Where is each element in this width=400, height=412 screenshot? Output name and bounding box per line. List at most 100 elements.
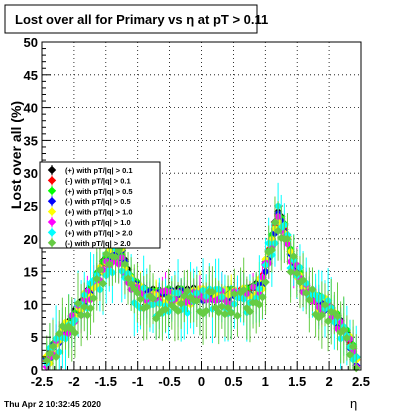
legend: (+) with pT/|q| > 0.1(-) with pT/|q| > 0… <box>39 161 161 249</box>
y-tick-label: 45 <box>24 68 38 83</box>
data-point <box>42 356 51 365</box>
legend-entry: (-) with pT/|q| > 0.1 <box>65 176 131 185</box>
x-tick-label: -1.5 <box>95 374 117 389</box>
data-point <box>320 300 330 310</box>
data-point <box>267 245 277 255</box>
data-point <box>101 249 111 259</box>
data-point <box>348 342 358 351</box>
legend-marker <box>47 176 57 185</box>
y-tick-label: 20 <box>24 232 38 247</box>
legend-marker <box>47 228 57 237</box>
data-point <box>201 306 211 316</box>
legend-entry: (+) with pT/|q| > 2.0 <box>65 228 133 237</box>
data-point <box>45 349 55 358</box>
data-point <box>120 259 130 269</box>
data-point <box>192 296 202 306</box>
data-point <box>51 352 61 362</box>
data-point <box>123 274 133 283</box>
x-tick-label: -2 <box>68 374 80 389</box>
data-point <box>339 325 348 335</box>
y-tick-label: 35 <box>24 133 38 148</box>
data-point <box>114 246 123 255</box>
data-point <box>214 308 223 317</box>
data-point <box>217 302 227 311</box>
data-point <box>173 306 183 316</box>
x-tick-label: 2.5 <box>352 374 370 389</box>
timestamp: Thu Apr 2 10:32:45 2020 <box>4 399 101 409</box>
data-point <box>73 299 83 308</box>
data-point <box>148 294 158 303</box>
data-point <box>323 316 333 326</box>
data-point <box>308 285 317 294</box>
y-tick-label: 25 <box>24 199 38 214</box>
data-point <box>273 226 283 236</box>
legend-marker <box>47 165 57 175</box>
data-point <box>70 328 80 338</box>
legend-marker <box>47 197 57 206</box>
legend-marker <box>47 207 57 216</box>
data-point <box>142 302 151 312</box>
legend-box <box>39 161 161 249</box>
data-point <box>286 267 295 277</box>
data-point <box>95 265 105 275</box>
data-point <box>111 252 120 262</box>
legend-marker <box>47 217 57 227</box>
data-point <box>226 308 236 318</box>
data-point <box>80 302 89 312</box>
data-point <box>305 295 314 305</box>
data-point <box>230 289 239 299</box>
data-point <box>289 252 298 261</box>
data-point <box>258 292 267 302</box>
data-point <box>220 309 230 319</box>
data-point <box>176 299 186 308</box>
data-point <box>255 300 264 309</box>
y-axis-label: Lost over all (%) <box>8 101 24 209</box>
legend-entry: (+) with pT/|q| > 1.0 <box>65 208 133 217</box>
data-point <box>283 234 292 244</box>
legend-marker <box>47 186 57 195</box>
data-point <box>76 310 86 320</box>
legend-entry: (+) with pT/|q| > 0.5 <box>65 187 133 196</box>
x-tick-label: 2 <box>325 374 332 389</box>
x-tick-label: -0.5 <box>158 374 180 389</box>
y-tick-label: 0 <box>31 363 38 378</box>
chart-title: Lost over all for Primary vs η at pT > 0… <box>15 12 268 27</box>
data-point <box>183 308 192 318</box>
data-point <box>89 293 98 303</box>
legend-entry: (-) with pT/|q| > 1.0 <box>65 218 131 227</box>
y-tick-label: 50 <box>24 35 38 50</box>
tick-labels: -2.5 -2 -1.5 -1 -0.5 0 0.5 1 1.5 2 2.5 0 5 10 15 20 25 30… <box>24 35 371 389</box>
y-tick-label: 15 <box>24 265 38 280</box>
data-point <box>55 329 64 338</box>
data-point <box>298 276 308 285</box>
x-tick-label: 1.5 <box>288 374 306 389</box>
data-point <box>245 307 255 316</box>
y-tick-label: 10 <box>24 297 38 312</box>
data-point <box>92 274 101 284</box>
data-point <box>261 277 270 287</box>
data-point <box>136 295 145 304</box>
data-point <box>133 288 142 297</box>
legend-entry: (-) with pT/|q| > 2.0 <box>65 239 131 248</box>
data-point <box>317 310 327 320</box>
legend-entry: (+) with pT/|q| > 0.1 <box>65 166 133 175</box>
data-point <box>183 286 192 296</box>
data-point <box>105 260 114 269</box>
legend-entry: (-) with pT/|q| > 0.5 <box>65 197 131 206</box>
x-tick-label: -2.5 <box>31 374 53 389</box>
data-point <box>333 312 342 321</box>
x-axis-label: η <box>350 396 357 411</box>
y-tick-label: 30 <box>24 166 38 181</box>
data-point <box>86 303 95 313</box>
data-point <box>164 293 173 302</box>
x-tick-label: 0.5 <box>224 374 242 389</box>
y-tick-label: 5 <box>31 330 38 345</box>
data-point <box>83 310 92 320</box>
data-point <box>233 311 242 320</box>
title-box <box>4 4 258 34</box>
data-point <box>270 218 280 227</box>
legend-marker <box>47 238 57 247</box>
data-point <box>208 287 217 297</box>
x-tick-label: 1 <box>262 374 269 389</box>
